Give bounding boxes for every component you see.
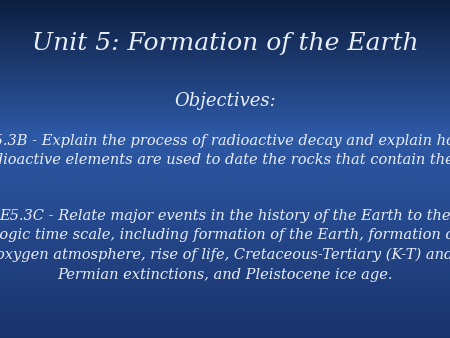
Text: E5.3B - Explain the process of radioactive decay and explain how
radioactive ele: E5.3B - Explain the process of radioacti… (0, 134, 450, 167)
Text: Unit 5: Formation of the Earth: Unit 5: Formation of the Earth (32, 32, 419, 55)
Text: Objectives:: Objectives: (174, 92, 276, 111)
Text: E5.3C - Relate major events in the history of the Earth to the
geologic time sca: E5.3C - Relate major events in the histo… (0, 209, 450, 282)
